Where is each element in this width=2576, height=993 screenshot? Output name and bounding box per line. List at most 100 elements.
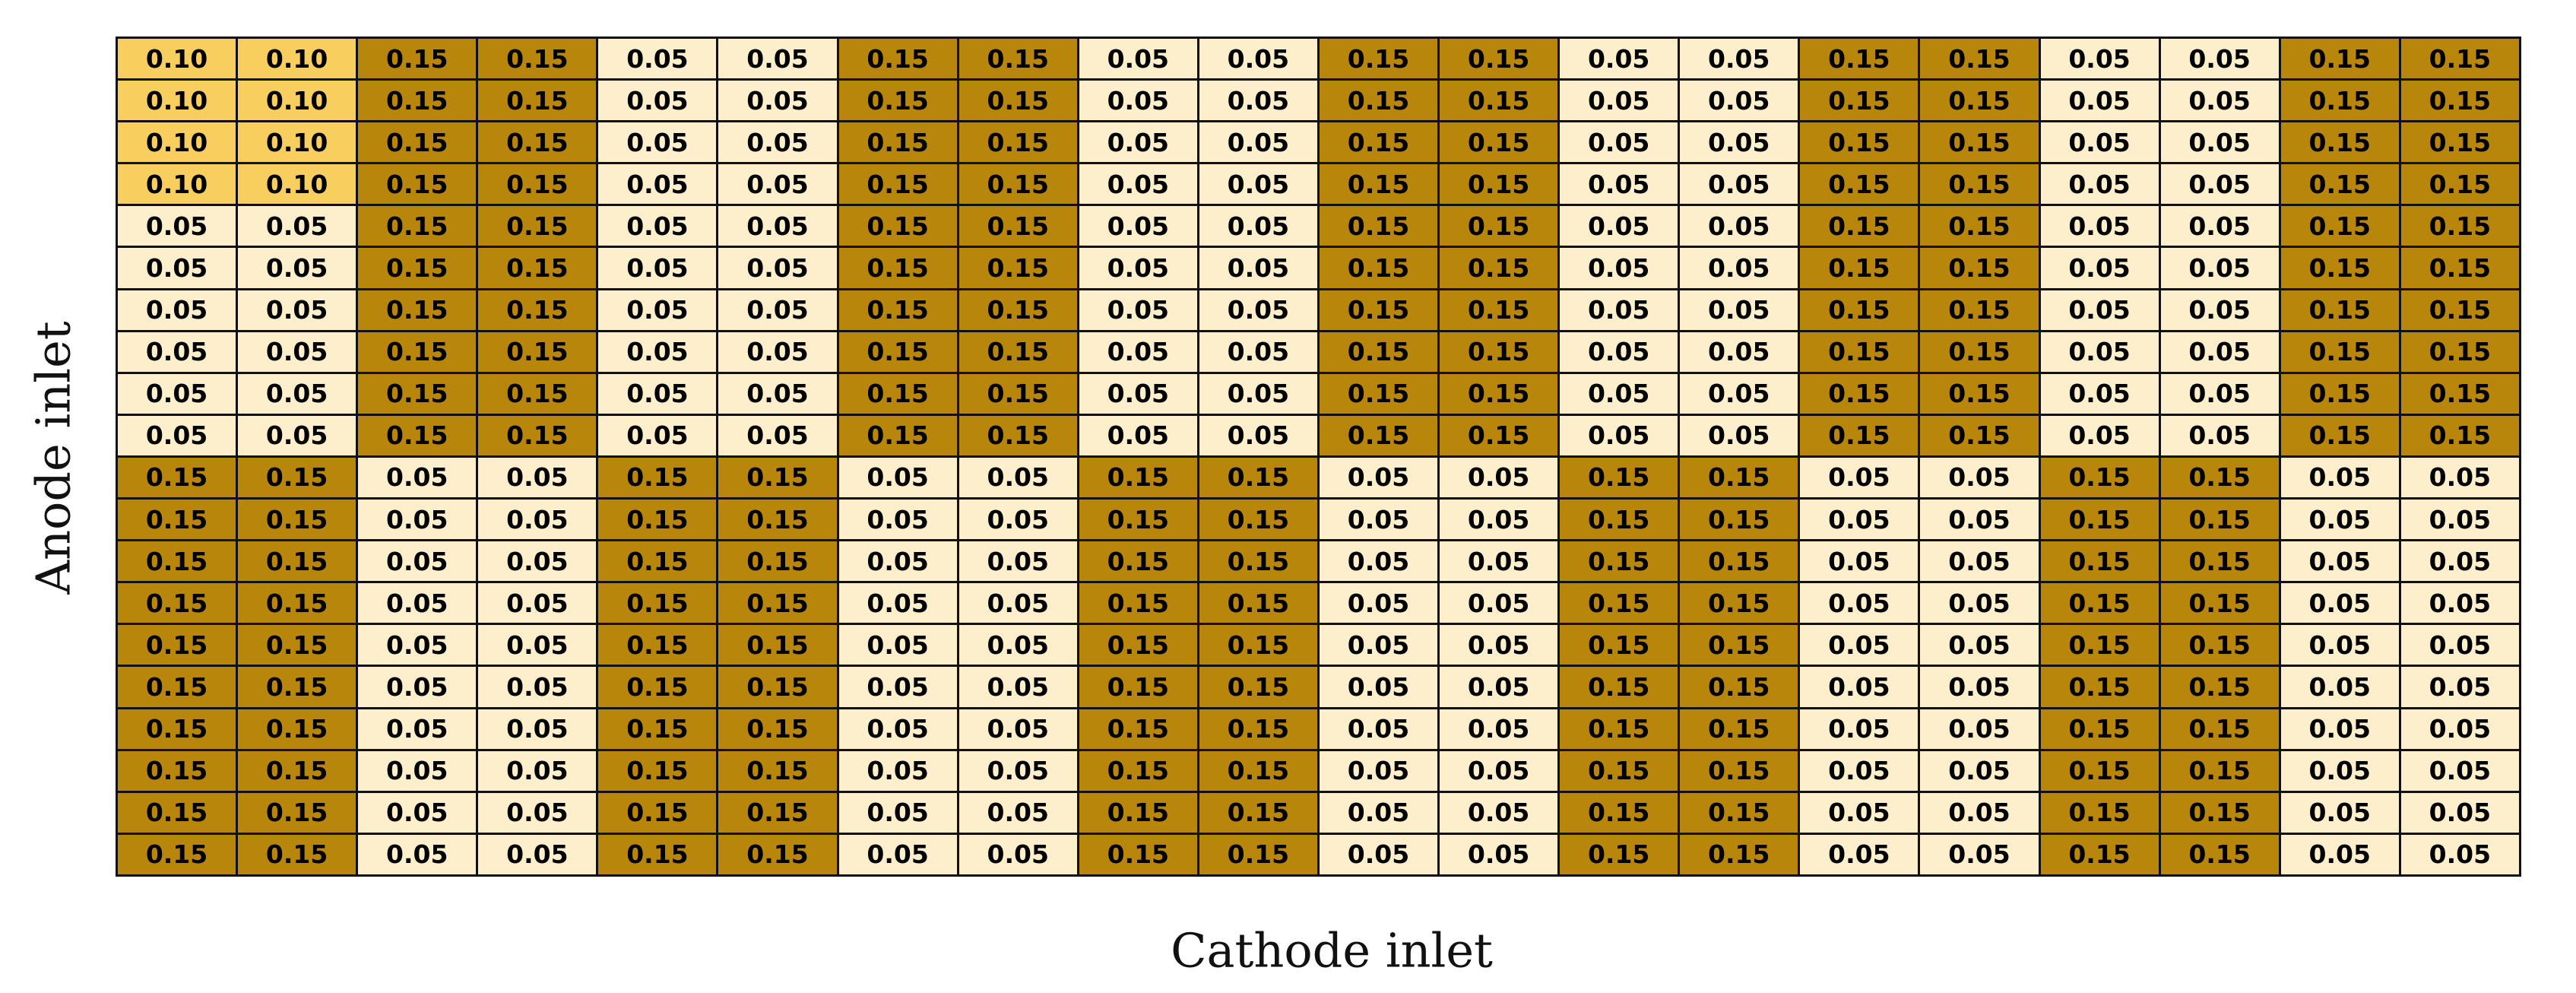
heatmap-cell: 0.05 [1918, 706, 2041, 751]
heatmap-cell: 0.05 [236, 246, 359, 290]
heatmap-cell: 0.15 [356, 162, 479, 207]
heatmap-cell: 0.15 [1317, 329, 1440, 374]
heatmap-cell: 0.15 [1196, 706, 1320, 751]
heatmap-cell: 0.15 [1437, 162, 1560, 207]
heatmap-cell: 0.05 [1196, 246, 1320, 290]
heatmap-cell: 0.05 [1918, 665, 2041, 709]
heatmap-cell: 0.05 [2158, 162, 2281, 207]
heatmap-cell: 0.15 [476, 329, 599, 374]
heatmap-cell: 0.15 [1437, 120, 1560, 165]
heatmap-cell: 0.15 [1317, 204, 1440, 249]
heatmap-cell: 0.05 [2038, 204, 2161, 249]
heatmap-cell: 0.15 [716, 748, 839, 793]
heatmap-cell: 0.05 [836, 748, 959, 793]
heatmap-cell: 0.05 [1678, 287, 1801, 332]
heatmap-cell: 0.05 [1918, 497, 2041, 542]
heatmap-cell: 0.15 [1918, 371, 2041, 416]
heatmap-cell: 0.05 [2158, 120, 2281, 165]
heatmap-cell: 0.05 [716, 162, 839, 207]
heatmap-cell: 0.05 [2038, 413, 2161, 458]
heatmap-cell: 0.05 [1798, 832, 1921, 877]
heatmap-cell: 0.15 [1678, 832, 1801, 877]
heatmap-cell: 0.05 [596, 371, 719, 416]
heatmap-cell: 0.15 [1317, 287, 1440, 332]
heatmap-cell: 0.15 [1678, 623, 1801, 668]
heatmap-cell: 0.05 [2278, 623, 2401, 668]
heatmap-cell: 0.15 [1076, 497, 1199, 542]
heatmap-cell: 0.05 [2038, 78, 2161, 123]
heatmap-cell: 0.10 [115, 162, 239, 207]
heatmap-cell: 0.05 [716, 36, 839, 81]
heatmap-cell: 0.05 [1557, 329, 1681, 374]
heatmap-cell: 0.05 [836, 665, 959, 709]
heatmap-cell: 0.15 [1196, 455, 1320, 500]
heatmap-cell: 0.15 [356, 287, 479, 332]
heatmap-cell: 0.15 [1557, 623, 1681, 668]
heatmap-cell: 0.05 [836, 581, 959, 626]
heatmap-cell: 0.15 [836, 329, 959, 374]
heatmap-cell: 0.15 [115, 455, 239, 500]
heatmap-cell: 0.15 [2398, 287, 2522, 332]
heatmap-cell: 0.15 [1317, 162, 1440, 207]
heatmap-cell: 0.15 [956, 162, 1079, 207]
heatmap-cell: 0.15 [1798, 120, 1921, 165]
heatmap-cell: 0.05 [2278, 832, 2401, 877]
heatmap-cell: 0.15 [2398, 36, 2522, 81]
heatmap-cell: 0.05 [1437, 665, 1560, 709]
heatmap-cell: 0.15 [2038, 665, 2161, 709]
heatmap-cell: 0.05 [2398, 790, 2522, 835]
heatmap-cell: 0.05 [356, 455, 479, 500]
heatmap-cell: 0.15 [2038, 539, 2161, 584]
heatmap-cell: 0.05 [2398, 665, 2522, 709]
heatmap-cell: 0.05 [716, 371, 839, 416]
heatmap-cell: 0.05 [1196, 413, 1320, 458]
heatmap-row: 0.15 0.15 0.05 0.05 0.15 0.15 0.05 0.05 0.15 0.15… [115, 748, 2522, 793]
heatmap-cell: 0.05 [1918, 790, 2041, 835]
heatmap-row: 0.10 0.10 0.15 0.15 0.05 0.05 0.15 0.15 0.05 0.05… [115, 36, 2522, 81]
heatmap-cell: 0.05 [836, 706, 959, 751]
heatmap-cell: 0.05 [836, 790, 959, 835]
heatmap-cell: 0.15 [1918, 329, 2041, 374]
heatmap-cell: 0.15 [2398, 371, 2522, 416]
heatmap-cell: 0.05 [476, 748, 599, 793]
heatmap-cell: 0.15 [1317, 36, 1440, 81]
heatmap-cell: 0.15 [956, 287, 1079, 332]
heatmap-cell: 0.15 [236, 623, 359, 668]
heatmap-cell: 0.05 [1437, 748, 1560, 793]
heatmap-cell: 0.15 [1437, 36, 1560, 81]
heatmap-cell: 0.15 [2278, 329, 2401, 374]
heatmap-cell: 0.15 [1317, 371, 1440, 416]
heatmap-cell: 0.15 [1798, 78, 1921, 123]
heatmap-cell: 0.15 [2038, 790, 2161, 835]
heatmap-cell: 0.15 [1076, 539, 1199, 584]
heatmap-row: 0.15 0.15 0.05 0.05 0.15 0.15 0.05 0.05 0.15 0.15… [115, 455, 2522, 500]
heatmap-cell: 0.15 [716, 581, 839, 626]
heatmap-cell: 0.15 [115, 539, 239, 584]
heatmap-cell: 0.05 [1557, 413, 1681, 458]
heatmap-cell: 0.15 [596, 665, 719, 709]
heatmap-cell: 0.15 [1317, 246, 1440, 290]
heatmap-cell: 0.05 [1317, 706, 1440, 751]
heatmap-cell: 0.15 [476, 246, 599, 290]
heatmap-cell: 0.15 [596, 581, 719, 626]
heatmap-cell: 0.05 [1918, 455, 2041, 500]
heatmap-cell: 0.15 [1678, 497, 1801, 542]
heatmap-cell: 0.05 [1437, 832, 1560, 877]
heatmap-cell: 0.15 [356, 120, 479, 165]
heatmap-cell: 0.05 [1918, 623, 2041, 668]
heatmap-cell: 0.15 [1678, 581, 1801, 626]
heatmap-cell: 0.05 [1918, 832, 2041, 877]
heatmap-cell: 0.05 [956, 706, 1079, 751]
heatmap-cell: 0.15 [1678, 539, 1801, 584]
heatmap-cell: 0.15 [356, 329, 479, 374]
heatmap-cell: 0.15 [115, 665, 239, 709]
heatmap-cell: 0.15 [2038, 497, 2161, 542]
heatmap-cell: 0.05 [1076, 287, 1199, 332]
heatmap-cell: 0.15 [2398, 246, 2522, 290]
heatmap-cell: 0.05 [2158, 371, 2281, 416]
heatmap-cell: 0.05 [596, 78, 719, 123]
heatmap-cell: 0.15 [2158, 539, 2281, 584]
heatmap-cell: 0.05 [356, 581, 479, 626]
heatmap-cell: 0.05 [476, 790, 599, 835]
heatmap-cell: 0.15 [1798, 204, 1921, 249]
